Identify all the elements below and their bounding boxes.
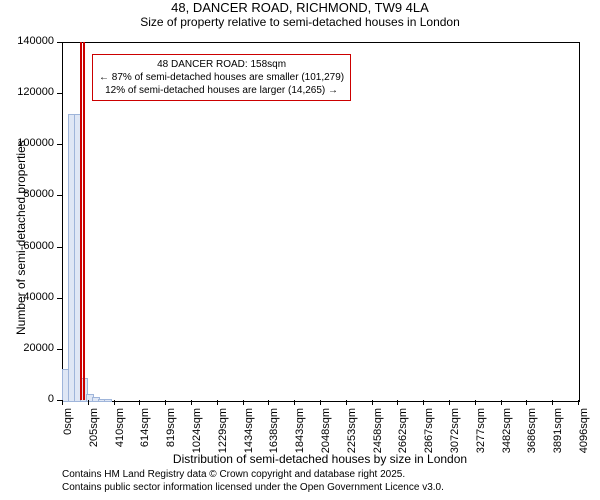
x-tick-label: 2048sqm bbox=[320, 408, 332, 458]
x-tick bbox=[372, 400, 373, 405]
x-tick bbox=[139, 400, 140, 405]
x-tick-label: 819sqm bbox=[165, 408, 177, 458]
y-axis-label: Number of semi-detached properties bbox=[14, 140, 28, 335]
x-tick-label: 1843sqm bbox=[294, 408, 306, 458]
x-tick-label: 1229sqm bbox=[217, 408, 229, 458]
x-axis-label: Distribution of semi-detached houses by … bbox=[62, 452, 578, 466]
x-tick bbox=[217, 400, 218, 405]
x-tick bbox=[320, 400, 321, 405]
x-tick bbox=[475, 400, 476, 405]
x-tick-label: 3891sqm bbox=[552, 408, 564, 458]
x-tick-label: 1434sqm bbox=[243, 408, 255, 458]
y-tick bbox=[57, 247, 62, 248]
y-tick bbox=[57, 349, 62, 350]
x-tick-label: 2253sqm bbox=[346, 408, 358, 458]
x-tick bbox=[191, 400, 192, 405]
y-tick-label: 20000 bbox=[0, 342, 54, 354]
x-tick-label: 1024sqm bbox=[191, 408, 203, 458]
x-tick-label: 3072sqm bbox=[449, 408, 461, 458]
x-tick-label: 1638sqm bbox=[268, 408, 280, 458]
x-tick bbox=[294, 400, 295, 405]
y-tick-label: 140000 bbox=[0, 35, 54, 47]
annotation-line: 48 DANCER ROAD: 158sqm bbox=[99, 58, 344, 71]
histogram-bar bbox=[104, 399, 112, 402]
x-tick-label: 410sqm bbox=[114, 408, 126, 458]
x-tick bbox=[423, 400, 424, 405]
x-tick bbox=[578, 400, 579, 405]
marker-line bbox=[83, 42, 85, 400]
x-tick bbox=[501, 400, 502, 405]
x-tick-label: 0sqm bbox=[62, 408, 74, 458]
x-tick-label: 2458sqm bbox=[372, 408, 384, 458]
annotation-box: 48 DANCER ROAD: 158sqm← 87% of semi-deta… bbox=[92, 54, 351, 101]
x-tick bbox=[552, 400, 553, 405]
x-tick bbox=[346, 400, 347, 405]
marker-line bbox=[80, 42, 82, 400]
x-tick-label: 614sqm bbox=[139, 408, 151, 458]
x-tick-label: 3686sqm bbox=[526, 408, 538, 458]
y-tick bbox=[57, 93, 62, 94]
y-tick-label: 0 bbox=[0, 393, 54, 405]
footer-line-2: Contains public sector information licen… bbox=[62, 481, 444, 494]
x-tick-label: 2662sqm bbox=[397, 408, 409, 458]
annotation-line: ← 87% of semi-detached houses are smalle… bbox=[99, 71, 344, 84]
y-tick-label: 120000 bbox=[0, 86, 54, 98]
footer-line-1: Contains HM Land Registry data © Crown c… bbox=[62, 468, 444, 481]
y-tick bbox=[57, 42, 62, 43]
y-tick bbox=[57, 144, 62, 145]
x-tick bbox=[397, 400, 398, 405]
annotation-line: 12% of semi-detached houses are larger (… bbox=[99, 84, 344, 97]
x-tick bbox=[526, 400, 527, 405]
x-tick-label: 205sqm bbox=[88, 408, 100, 458]
page-subtitle: Size of property relative to semi-detach… bbox=[0, 15, 600, 29]
x-tick bbox=[62, 400, 63, 405]
x-tick bbox=[165, 400, 166, 405]
footer: Contains HM Land Registry data © Crown c… bbox=[62, 468, 444, 494]
y-tick bbox=[57, 195, 62, 196]
x-tick bbox=[88, 400, 89, 405]
x-tick-label: 3482sqm bbox=[501, 408, 513, 458]
x-tick bbox=[243, 400, 244, 405]
x-tick bbox=[268, 400, 269, 405]
y-tick bbox=[57, 298, 62, 299]
page-title: 48, DANCER ROAD, RICHMOND, TW9 4LA bbox=[0, 0, 600, 15]
x-tick-label: 3277sqm bbox=[475, 408, 487, 458]
x-tick bbox=[114, 400, 115, 405]
x-tick-label: 2867sqm bbox=[423, 408, 435, 458]
x-tick bbox=[449, 400, 450, 405]
x-tick-label: 4096sqm bbox=[578, 408, 590, 458]
